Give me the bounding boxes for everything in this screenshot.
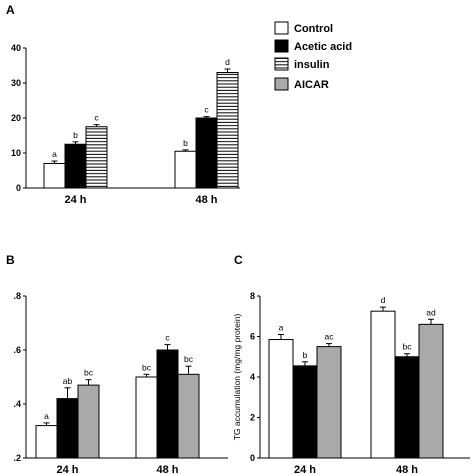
bar bbox=[418, 323, 444, 459]
y-tick-label: 40 bbox=[11, 43, 21, 53]
significance-label: a bbox=[52, 149, 57, 159]
x-tick-label: 48 h bbox=[195, 194, 217, 206]
y-tick-label: 8 bbox=[250, 291, 255, 301]
significance-label: d bbox=[381, 295, 386, 305]
y-tick-label: 0 bbox=[16, 183, 21, 193]
chart-panel-b: .2 .4 .6 .8 a ab bc 24 h bc c bc 48 h bbox=[13, 291, 228, 474]
significance-label: bc bbox=[84, 368, 94, 378]
legend-label: Control bbox=[294, 23, 333, 35]
bar bbox=[394, 356, 420, 459]
significance-label: bc bbox=[184, 354, 194, 364]
y-tick-label: 4 bbox=[250, 372, 255, 382]
legend-swatch bbox=[274, 21, 289, 35]
panel-label-b: B bbox=[6, 253, 15, 267]
significance-label: b bbox=[73, 130, 78, 140]
significance-label: ac bbox=[325, 332, 335, 342]
bar bbox=[135, 376, 158, 459]
legend: Control Acetic acid insulin AICAR bbox=[274, 21, 352, 91]
significance-label: c bbox=[94, 113, 99, 123]
bar bbox=[174, 150, 197, 189]
y-tick-label: .8 bbox=[13, 291, 21, 301]
bar bbox=[43, 163, 66, 189]
significance-label: bc bbox=[142, 362, 152, 372]
y-tick-label: 10 bbox=[11, 148, 21, 158]
x-tick-label: 48 h bbox=[396, 464, 418, 474]
panel-label-c: C bbox=[234, 253, 243, 267]
chart-panel-a: 0 10 20 30 40 a b c 24 h b c d 48 h bbox=[11, 43, 240, 206]
bar bbox=[216, 72, 239, 189]
x-tick-label: 48 h bbox=[156, 464, 178, 474]
bar bbox=[156, 349, 179, 459]
bar bbox=[35, 425, 58, 459]
bar bbox=[292, 365, 318, 459]
significance-label: b bbox=[303, 350, 308, 360]
bar bbox=[195, 117, 218, 189]
chart-panel-c: 0 2 4 6 8 TG accumulation (mg/mg protein) a b ac… bbox=[232, 291, 470, 474]
y-axis-title: TG accumulation (mg/mg protein) bbox=[232, 314, 242, 441]
legend-swatch bbox=[274, 57, 289, 71]
bar bbox=[177, 373, 200, 459]
legend-swatch bbox=[274, 77, 289, 91]
significance-label: ad bbox=[426, 307, 436, 317]
bar bbox=[56, 398, 79, 459]
bar bbox=[370, 310, 396, 459]
significance-label: ab bbox=[63, 376, 73, 386]
legend-label: AICAR bbox=[294, 79, 329, 91]
significance-label: c bbox=[204, 105, 209, 115]
x-tick-label: 24 h bbox=[56, 464, 78, 474]
y-tick-label: .6 bbox=[13, 345, 21, 355]
y-tick-label: 30 bbox=[11, 78, 21, 88]
y-tick-label: 2 bbox=[250, 413, 255, 423]
bar bbox=[77, 384, 100, 459]
y-tick-label: 0 bbox=[250, 453, 255, 463]
significance-label: a bbox=[279, 322, 284, 332]
y-tick-label: .4 bbox=[13, 399, 21, 409]
panel-label-a: A bbox=[6, 3, 15, 17]
y-tick-label: 6 bbox=[250, 332, 255, 342]
significance-label: a bbox=[44, 411, 49, 421]
x-tick-label: 24 h bbox=[64, 194, 86, 206]
y-tick-label: 20 bbox=[11, 113, 21, 123]
significance-label: c bbox=[165, 333, 170, 343]
legend-label: insulin bbox=[294, 59, 330, 71]
significance-label: d bbox=[225, 57, 230, 67]
y-tick-label: .2 bbox=[13, 453, 21, 463]
significance-label: b bbox=[183, 138, 188, 148]
bar bbox=[85, 126, 108, 189]
bar bbox=[316, 346, 342, 459]
bar bbox=[64, 143, 87, 189]
significance-label: bc bbox=[403, 342, 413, 352]
bar bbox=[268, 339, 294, 459]
legend-label: Acetic acid bbox=[294, 41, 352, 53]
legend-swatch bbox=[274, 39, 289, 53]
x-tick-label: 24 h bbox=[294, 464, 316, 474]
